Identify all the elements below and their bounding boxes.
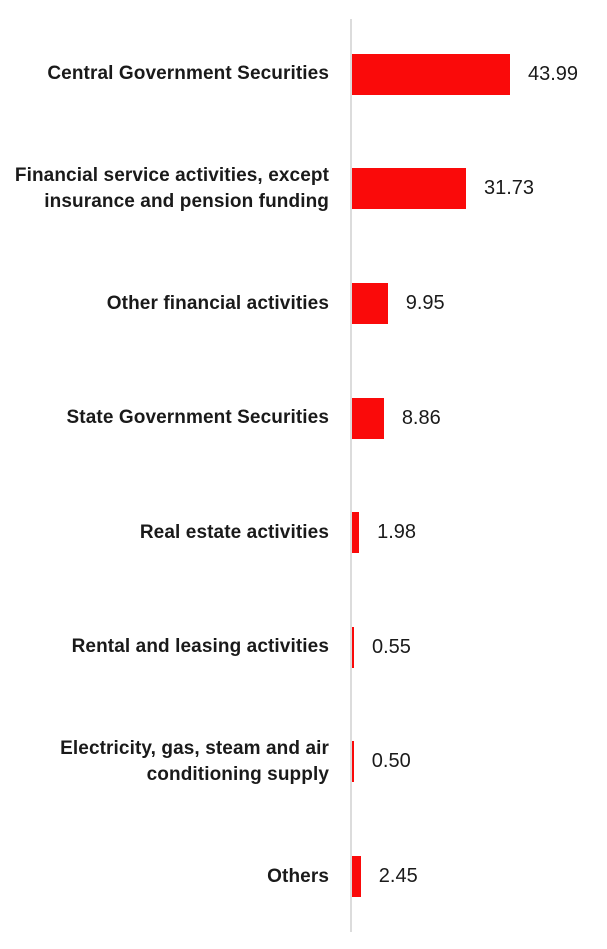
bar	[352, 282, 388, 324]
bar	[352, 741, 354, 783]
value-label: 9.95	[405, 291, 445, 314]
chart-rows: Central Government Securities 43.99 Financ…	[0, 17, 607, 934]
chart-row: Real estate activities 1.98	[0, 475, 607, 590]
category-label: Others	[267, 865, 329, 887]
chart-row: Others 2.45	[0, 819, 607, 934]
value-label: 0.50	[371, 750, 411, 773]
category-label: Real estate activities	[139, 521, 329, 543]
chart-row: State Government Securities 8.86	[0, 361, 607, 476]
chart-row: Central Government Securities 43.99	[0, 17, 607, 132]
bar	[352, 53, 510, 95]
category-label: Central Government Securities	[47, 63, 329, 85]
value-label: 1.98	[377, 521, 417, 544]
chart-row: Other financial activities 9.95	[0, 246, 607, 361]
bar	[352, 626, 354, 668]
category-label: Electricity, gas, steam and air conditio…	[60, 738, 329, 785]
category-label: Rental and leasing activities	[71, 636, 329, 658]
category-label: State Government Securities	[66, 407, 329, 429]
bar	[352, 168, 466, 210]
chart-row: Financial service activities, except ins…	[0, 132, 607, 247]
category-label: Financial service activities, except ins…	[14, 165, 329, 212]
value-label: 0.55	[371, 635, 411, 658]
value-label: 8.86	[401, 406, 441, 429]
value-label: 2.45	[378, 864, 418, 887]
value-label: 31.73	[483, 177, 535, 200]
baseline-axis	[350, 19, 352, 932]
bar	[352, 512, 360, 554]
bar	[352, 397, 384, 439]
value-label: 43.99	[528, 62, 579, 85]
category-label: Other financial activities	[106, 292, 329, 314]
chart-row: Rental and leasing activities 0.55	[0, 590, 607, 705]
bar	[352, 855, 361, 897]
chart-row: Electricity, gas, steam and air conditio…	[0, 705, 607, 820]
